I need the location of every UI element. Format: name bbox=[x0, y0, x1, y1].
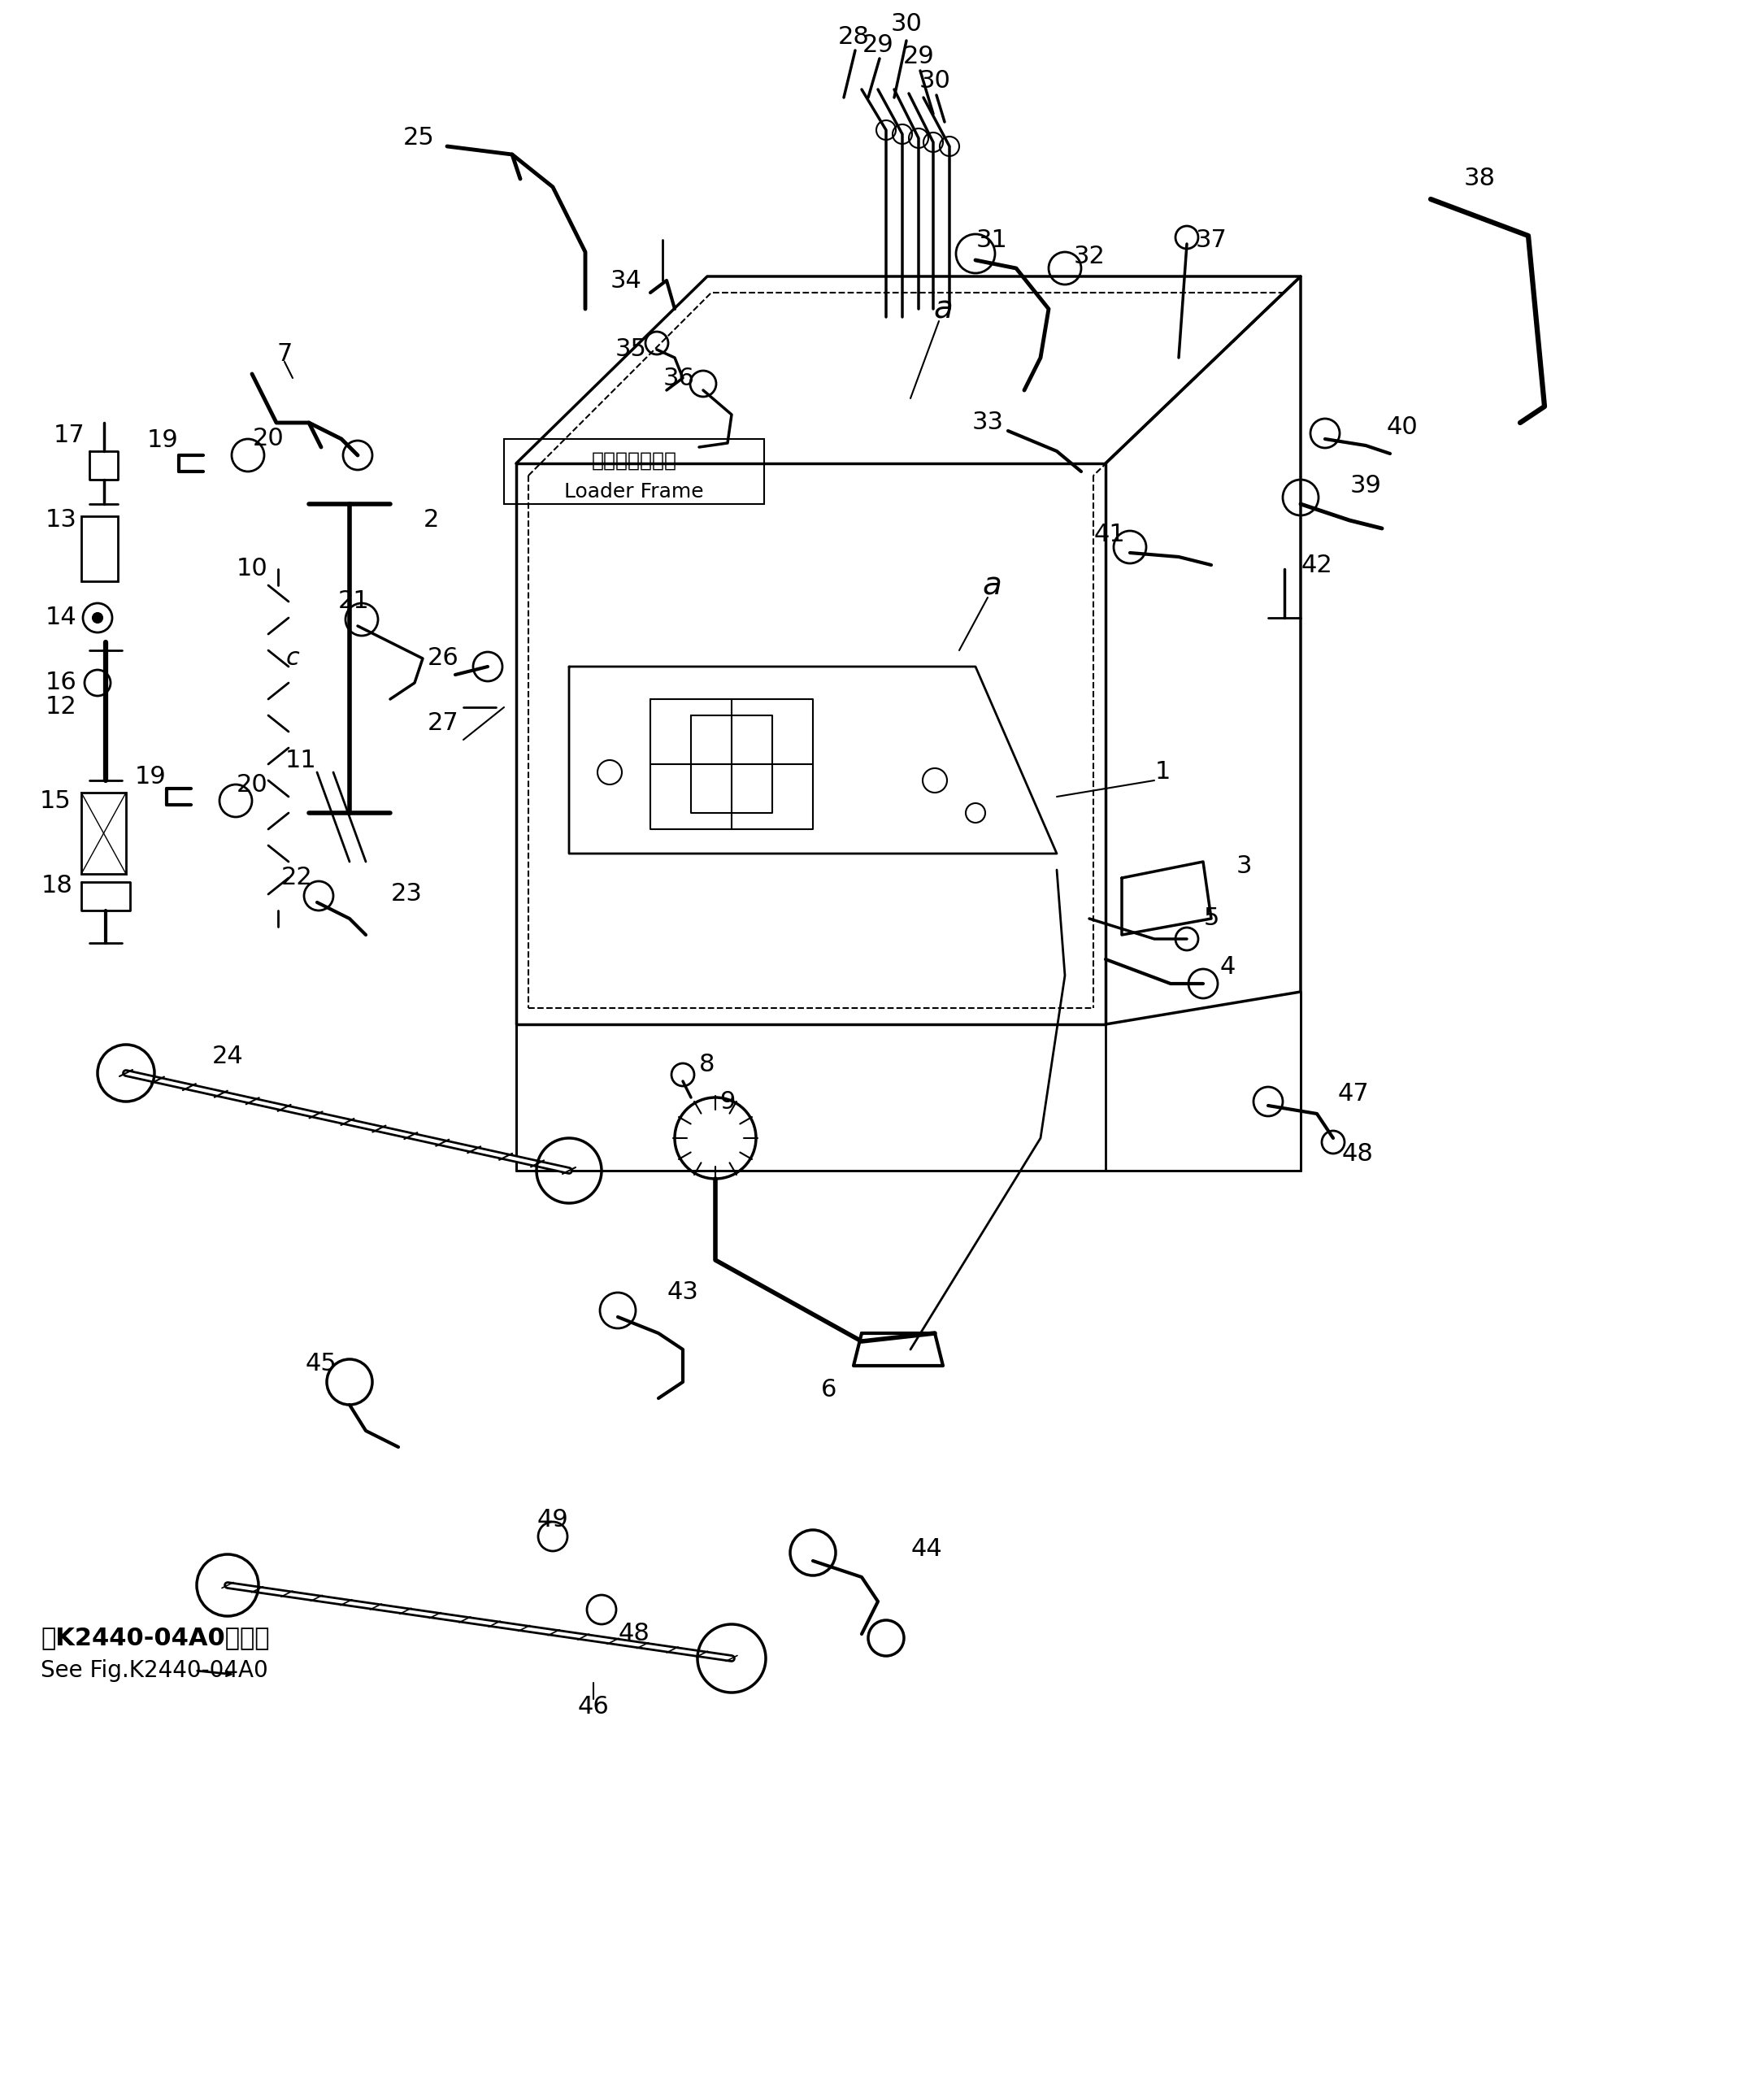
Text: 10: 10 bbox=[236, 556, 268, 581]
Text: 13: 13 bbox=[46, 508, 78, 531]
Text: 6: 6 bbox=[822, 1379, 838, 1402]
Text: 26: 26 bbox=[427, 646, 459, 670]
Text: 第K2440-04A0図参照: 第K2440-04A0図参照 bbox=[41, 1627, 270, 1650]
Bar bbox=[505, 439, 764, 504]
Text: 30: 30 bbox=[891, 13, 923, 36]
Text: 21: 21 bbox=[339, 590, 369, 613]
Text: 15: 15 bbox=[39, 789, 71, 812]
Text: 42: 42 bbox=[1302, 554, 1332, 577]
Text: 33: 33 bbox=[972, 411, 1004, 434]
Text: 37: 37 bbox=[1196, 229, 1228, 252]
Text: 20: 20 bbox=[236, 772, 268, 796]
Text: 29: 29 bbox=[863, 34, 894, 57]
Text: 24: 24 bbox=[212, 1045, 243, 1068]
Text: a: a bbox=[983, 569, 1002, 600]
Text: 20: 20 bbox=[252, 428, 284, 451]
Bar bbox=[81, 793, 125, 873]
Text: 12: 12 bbox=[46, 695, 76, 720]
Text: 48: 48 bbox=[1342, 1142, 1374, 1167]
Text: 29: 29 bbox=[903, 44, 935, 69]
Text: 1: 1 bbox=[1155, 760, 1170, 785]
Text: 44: 44 bbox=[910, 1536, 942, 1560]
Text: 46: 46 bbox=[577, 1696, 609, 1719]
Text: 4: 4 bbox=[1219, 955, 1235, 978]
Text: 31: 31 bbox=[975, 229, 1007, 252]
Text: 25: 25 bbox=[402, 126, 434, 149]
Text: a: a bbox=[933, 294, 953, 325]
Text: 39: 39 bbox=[1349, 474, 1381, 497]
Text: 14: 14 bbox=[46, 607, 76, 630]
Text: 23: 23 bbox=[390, 882, 422, 907]
Text: 36: 36 bbox=[663, 365, 695, 390]
Text: 19: 19 bbox=[134, 764, 166, 787]
Text: 19: 19 bbox=[146, 428, 178, 453]
Text: 5: 5 bbox=[1203, 907, 1219, 930]
Text: 11: 11 bbox=[286, 749, 316, 772]
Text: 18: 18 bbox=[41, 875, 72, 898]
Text: 49: 49 bbox=[536, 1509, 568, 1532]
Text: 17: 17 bbox=[53, 424, 85, 447]
Text: 43: 43 bbox=[667, 1280, 699, 1303]
Text: 41: 41 bbox=[1094, 523, 1125, 546]
Text: 40: 40 bbox=[1387, 416, 1418, 439]
Circle shape bbox=[93, 613, 102, 623]
Text: 2: 2 bbox=[423, 508, 439, 531]
Bar bbox=[81, 516, 118, 581]
Text: 27: 27 bbox=[427, 712, 459, 735]
Text: 32: 32 bbox=[1074, 243, 1104, 269]
Text: 8: 8 bbox=[699, 1054, 714, 1077]
Text: 16: 16 bbox=[46, 672, 76, 695]
Text: 47: 47 bbox=[1337, 1081, 1369, 1106]
Text: 35: 35 bbox=[616, 338, 647, 361]
Text: c: c bbox=[286, 646, 300, 670]
Text: 34: 34 bbox=[610, 269, 642, 292]
Text: 3: 3 bbox=[1237, 854, 1252, 877]
Text: 45: 45 bbox=[305, 1352, 337, 1375]
Text: 48: 48 bbox=[617, 1623, 649, 1646]
Text: 7: 7 bbox=[277, 342, 293, 365]
Text: 9: 9 bbox=[720, 1089, 736, 1112]
Text: 28: 28 bbox=[838, 25, 870, 48]
Text: See Fig.K2440-04A0: See Fig.K2440-04A0 bbox=[41, 1658, 268, 1681]
Text: Loader Frame: Loader Frame bbox=[564, 483, 704, 502]
Text: 38: 38 bbox=[1464, 168, 1496, 191]
Text: 30: 30 bbox=[919, 69, 951, 92]
Text: ローダフレーム: ローダフレーム bbox=[591, 451, 677, 470]
Text: 22: 22 bbox=[280, 867, 312, 890]
